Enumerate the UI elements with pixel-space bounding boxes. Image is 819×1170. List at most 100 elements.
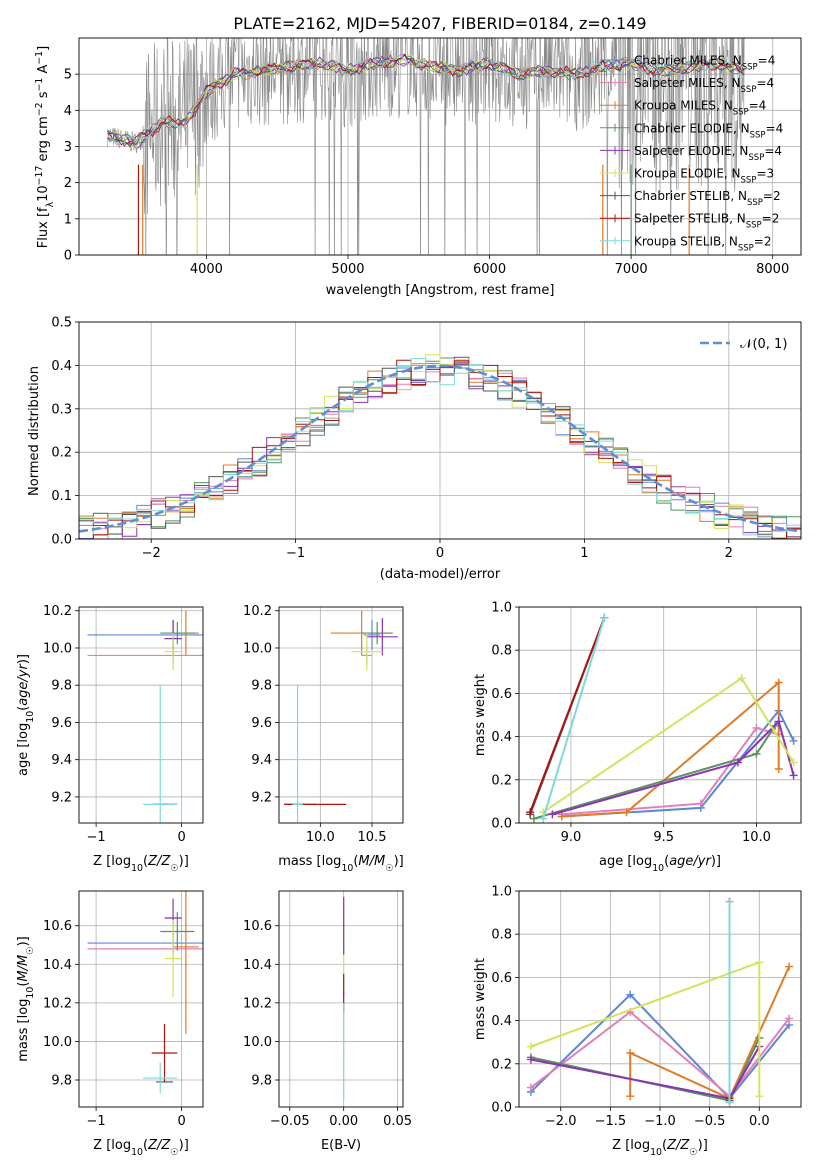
data-point — [366, 650, 368, 653]
x-tick-label: 8000 — [756, 262, 789, 277]
axes-frame — [278, 606, 404, 824]
y-tick-label: 0.5 — [51, 316, 72, 331]
legend-n-value: 4 — [759, 99, 767, 113]
x-tick-label: 5000 — [331, 262, 364, 277]
label-part: 10 — [341, 863, 353, 874]
legend-model-name: Salpeter ELODIE — [634, 144, 732, 158]
weight_vs_Z-panel: −2.0 −1.5 −1.0 −0.5 0.0 0.0 0.2 0.4 0.6 0.8 1.0 Z [… — [473, 885, 802, 1158]
x-axis-label: Z [log10(Z/Z☉)] — [612, 1138, 708, 1158]
axes-frame — [278, 890, 404, 1108]
weight-series-line — [530, 1046, 761, 1100]
weight-series-line — [552, 719, 795, 816]
y-tick-label: 4 — [64, 104, 72, 119]
axes-frame — [78, 37, 802, 256]
weight-marker — [755, 958, 764, 967]
y-tick-label: 0.0 — [491, 1101, 512, 1116]
x-tick-label: 0 — [177, 1114, 185, 1129]
legend-ssp-subscript: SSP — [746, 221, 762, 231]
mass_vs_ebv-panel: −0.05 0.00 0.05 9.8 10.0 10.2 10.4 10.6 E(B-V) — [243, 890, 412, 1153]
label-part: ☉ — [170, 1147, 178, 1158]
y-tick-label: 9.6 — [251, 716, 272, 731]
y-tick-label: 0.3 — [51, 402, 72, 417]
weight-marker — [789, 758, 798, 767]
residual-histogram — [79, 357, 801, 539]
y-axis-label: Normed distribution — [27, 366, 42, 496]
legend-ssp-subscript: SSP — [742, 63, 758, 73]
x-tick-label: −0.05 — [270, 1114, 310, 1129]
label-part: M/M — [358, 854, 385, 869]
legend-n-value: 4 — [776, 121, 784, 135]
label-part: 10 — [131, 863, 143, 874]
y-tick-label: 10.6 — [243, 919, 272, 934]
label-part: )] — [394, 854, 404, 869]
legend-n-prefix: , N — [729, 212, 746, 226]
data-point — [172, 957, 174, 960]
label-part: age/yr — [669, 854, 712, 869]
label-part: mass [log — [16, 999, 31, 1062]
weight-marker — [626, 990, 635, 999]
y-tick-label: 0.8 — [491, 644, 512, 659]
x-tick-label: 1 — [580, 546, 588, 561]
x-tick-label: 10.5 — [358, 830, 387, 845]
label-part: ☉ — [170, 863, 178, 874]
y-tick-label: 0.4 — [51, 359, 72, 374]
weight-marker — [626, 1092, 635, 1101]
weight-marker — [774, 717, 783, 726]
x-tick-label: 7000 — [615, 262, 648, 277]
y-tick-label: 10.6 — [43, 919, 72, 934]
weight-marker — [696, 799, 705, 808]
label-part: )] — [16, 654, 31, 664]
legend-ssp-subscript: SSP — [750, 130, 766, 140]
y-tick-label: 1.0 — [491, 601, 512, 616]
axes-frame — [78, 890, 204, 1108]
y-tick-label: 1 — [64, 212, 72, 227]
label-part: M/M — [16, 955, 31, 982]
y-tick-label: 10.0 — [43, 641, 72, 656]
weight-marker — [725, 897, 734, 906]
label-part: 10 — [25, 711, 36, 723]
y-axis-label: Flux [fλ10−17 erg cm−2 s−1 A−1] — [34, 46, 56, 248]
legend-n-value: 2 — [773, 189, 781, 203]
y-tick-label: 0.4 — [491, 1014, 512, 1029]
label-part: ( — [664, 854, 669, 869]
weight-marker — [785, 1014, 794, 1023]
y-tick-label: 0.1 — [51, 489, 72, 504]
label-part: age [log — [599, 854, 652, 869]
label-part: s — [36, 91, 51, 102]
label-part: Z/Z — [147, 854, 171, 869]
weight-marker — [526, 1083, 535, 1092]
data-point — [342, 924, 345, 927]
legend-n-value: 4 — [767, 76, 775, 90]
legend-ssp-subscript: SSP — [747, 198, 763, 208]
label-part: ( — [16, 982, 31, 987]
data-point — [376, 632, 378, 634]
spectrum-panel: 4000 5000 6000 7000 8000 0 1 2 3 4 5 Chabrier MILES… — [34, 37, 802, 298]
label-part: erg cm — [36, 116, 51, 165]
weight-marker — [529, 814, 538, 823]
axes-frame — [78, 606, 204, 824]
label-part: 10 — [650, 1147, 662, 1158]
data-point — [176, 930, 179, 933]
y-tick-label: 0.4 — [491, 730, 512, 745]
model-spectrum-line — [107, 54, 745, 146]
x-tick-label: −0.5 — [694, 1114, 726, 1129]
data-point — [163, 1052, 166, 1054]
weight-marker — [725, 1098, 734, 1107]
legend-model-name: Salpeter MILES — [634, 76, 724, 90]
label-part: ] — [36, 46, 51, 51]
y-tick-label: 1.0 — [491, 885, 512, 900]
legend-n-prefix: , N — [721, 234, 738, 248]
y-tick-label: 9.8 — [51, 679, 72, 694]
data-point — [159, 803, 162, 806]
model-spectrum-line — [107, 53, 745, 148]
x-tick-label: 6000 — [473, 262, 506, 277]
label-part: Z [log — [612, 1138, 650, 1153]
label-part: ( — [662, 1138, 667, 1153]
x-tick-label: −1 — [87, 1114, 106, 1129]
data-point — [159, 1077, 162, 1079]
y-tick-label: 10.2 — [43, 604, 72, 619]
x-axis-label: E(B-V) — [321, 1138, 361, 1153]
y-tick-label: 0.0 — [51, 533, 72, 548]
x-axis-label: mass [log10(M/M☉)] — [278, 854, 404, 874]
